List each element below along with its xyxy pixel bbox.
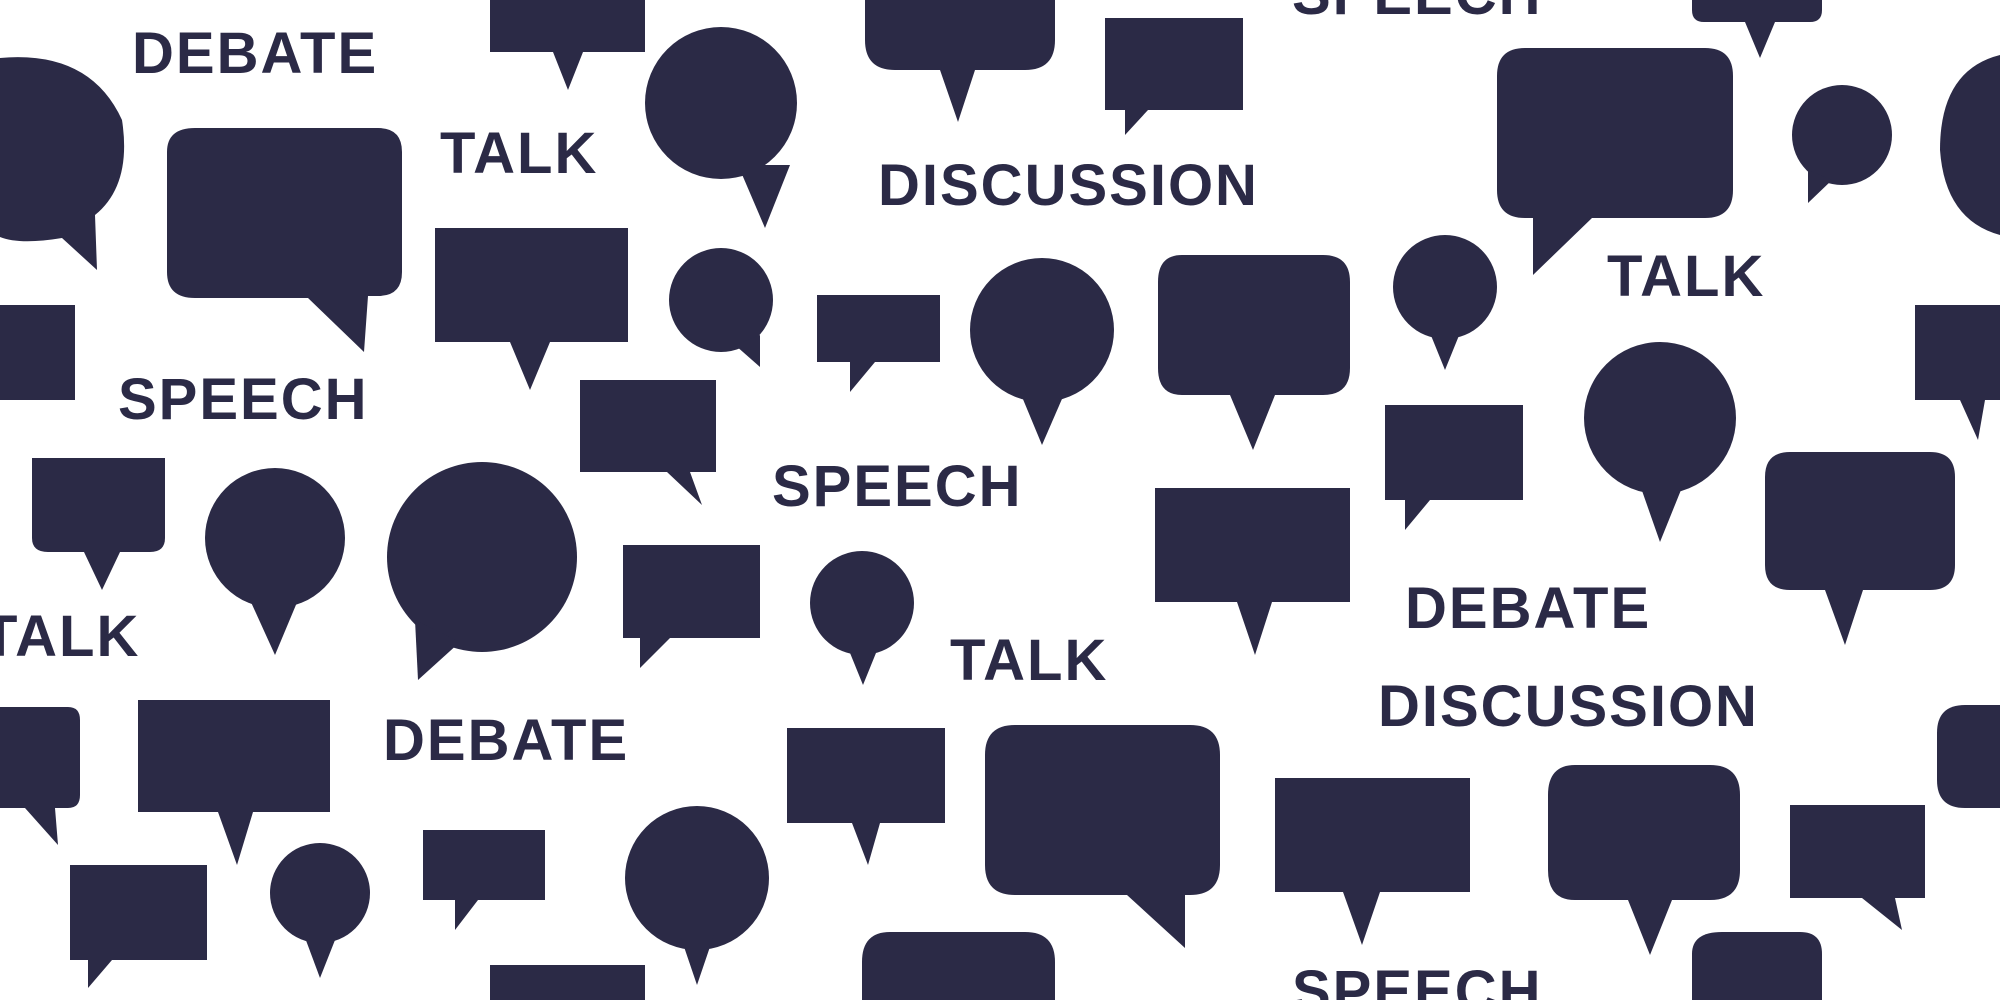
word-talk: TALK	[1607, 244, 1766, 309]
speech-bubble-icon	[205, 468, 345, 608]
speech-bubble-icon	[250, 600, 298, 655]
word-speech: SPEECH	[1292, 0, 1543, 24]
speech-bubble-icon	[1430, 333, 1460, 370]
speech-bubble-icon	[1105, 18, 1243, 135]
word-speech: SPEECH	[1292, 959, 1543, 1000]
speech-bubble-icon	[735, 335, 760, 367]
speech-bubble-icon	[1155, 488, 1350, 655]
speech-bubble-icon	[985, 725, 1220, 948]
speech-bubble-icon	[970, 258, 1114, 402]
speech-bubble-icon	[1937, 705, 2000, 808]
speech-bubble-icon	[490, 965, 645, 1000]
speech-bubble-icon	[862, 932, 1055, 1000]
speech-bubble-icon	[1584, 342, 1736, 494]
speech-bubble-icon	[304, 935, 337, 978]
word-talk: TALK	[440, 121, 599, 186]
speech-bubble-icon	[1790, 805, 1925, 930]
word-debate: DEBATE	[1405, 576, 1652, 641]
speech-bubble-icon	[1692, 0, 1822, 58]
speech-bubble-icon	[680, 935, 714, 985]
word-discussion: DISCUSSION	[878, 153, 1259, 218]
speech-bubble-icon	[490, 0, 645, 90]
speech-bubble-icon	[70, 865, 207, 988]
speech-bubble-icon	[787, 728, 945, 865]
word-talk: TALK	[950, 628, 1109, 693]
speech-bubble-icon	[387, 462, 577, 652]
speech-bubble-icon	[645, 27, 797, 179]
speech-bubble-icon	[32, 458, 165, 590]
speech-bubble-icon	[1808, 170, 1832, 203]
speech-bubble-icon	[415, 620, 460, 680]
speech-bubble-icon	[625, 806, 769, 950]
speech-bubble-icon	[810, 551, 914, 655]
speech-bubble-icon	[1548, 765, 1740, 955]
speech-bubble-icon	[1765, 452, 1955, 645]
speech-bubble-icon	[1385, 405, 1523, 530]
speech-bubble-icon	[1393, 235, 1497, 339]
speech-bubble-icon	[435, 228, 628, 390]
word-debate: DEBATE	[132, 21, 379, 86]
speech-bubble-icon	[1640, 485, 1683, 542]
speech-bubble-icon	[167, 128, 402, 352]
speech-bubble-icon	[1275, 778, 1470, 945]
speech-bubble-icon	[1158, 255, 1350, 450]
speech-bubble-icon	[270, 843, 370, 943]
speech-bubble-icon	[423, 830, 545, 930]
speech-bubble-icon	[1692, 932, 1822, 1000]
speech-bubble-icon	[865, 0, 1055, 122]
word-talk: TALK	[0, 604, 141, 669]
speech-bubble-icon	[1915, 305, 2000, 440]
word-speech: SPEECH	[118, 367, 369, 432]
speech-bubble-icon	[817, 295, 940, 392]
speech-bubble-icon	[738, 165, 790, 228]
speech-bubble-icon	[1497, 48, 1733, 275]
speech-bubble-icon	[669, 248, 773, 352]
word-debate: DEBATE	[383, 708, 630, 773]
speech-bubble-icon	[1940, 55, 2000, 235]
speech-bubble-icon	[1792, 85, 1892, 185]
word-discussion: DISCUSSION	[1378, 674, 1759, 739]
word-speech: SPEECH	[772, 454, 1023, 519]
speech-bubble-icon	[1020, 392, 1065, 445]
speech-bubble-icon	[0, 57, 125, 270]
speech-bubble-icon	[848, 648, 878, 685]
speech-bubble-icon	[623, 545, 760, 668]
speech-bubble-icon	[0, 707, 80, 845]
speech-bubble-icon	[138, 700, 330, 865]
speech-bubble-icon	[0, 305, 75, 400]
speech-bubble-icon	[580, 380, 716, 505]
